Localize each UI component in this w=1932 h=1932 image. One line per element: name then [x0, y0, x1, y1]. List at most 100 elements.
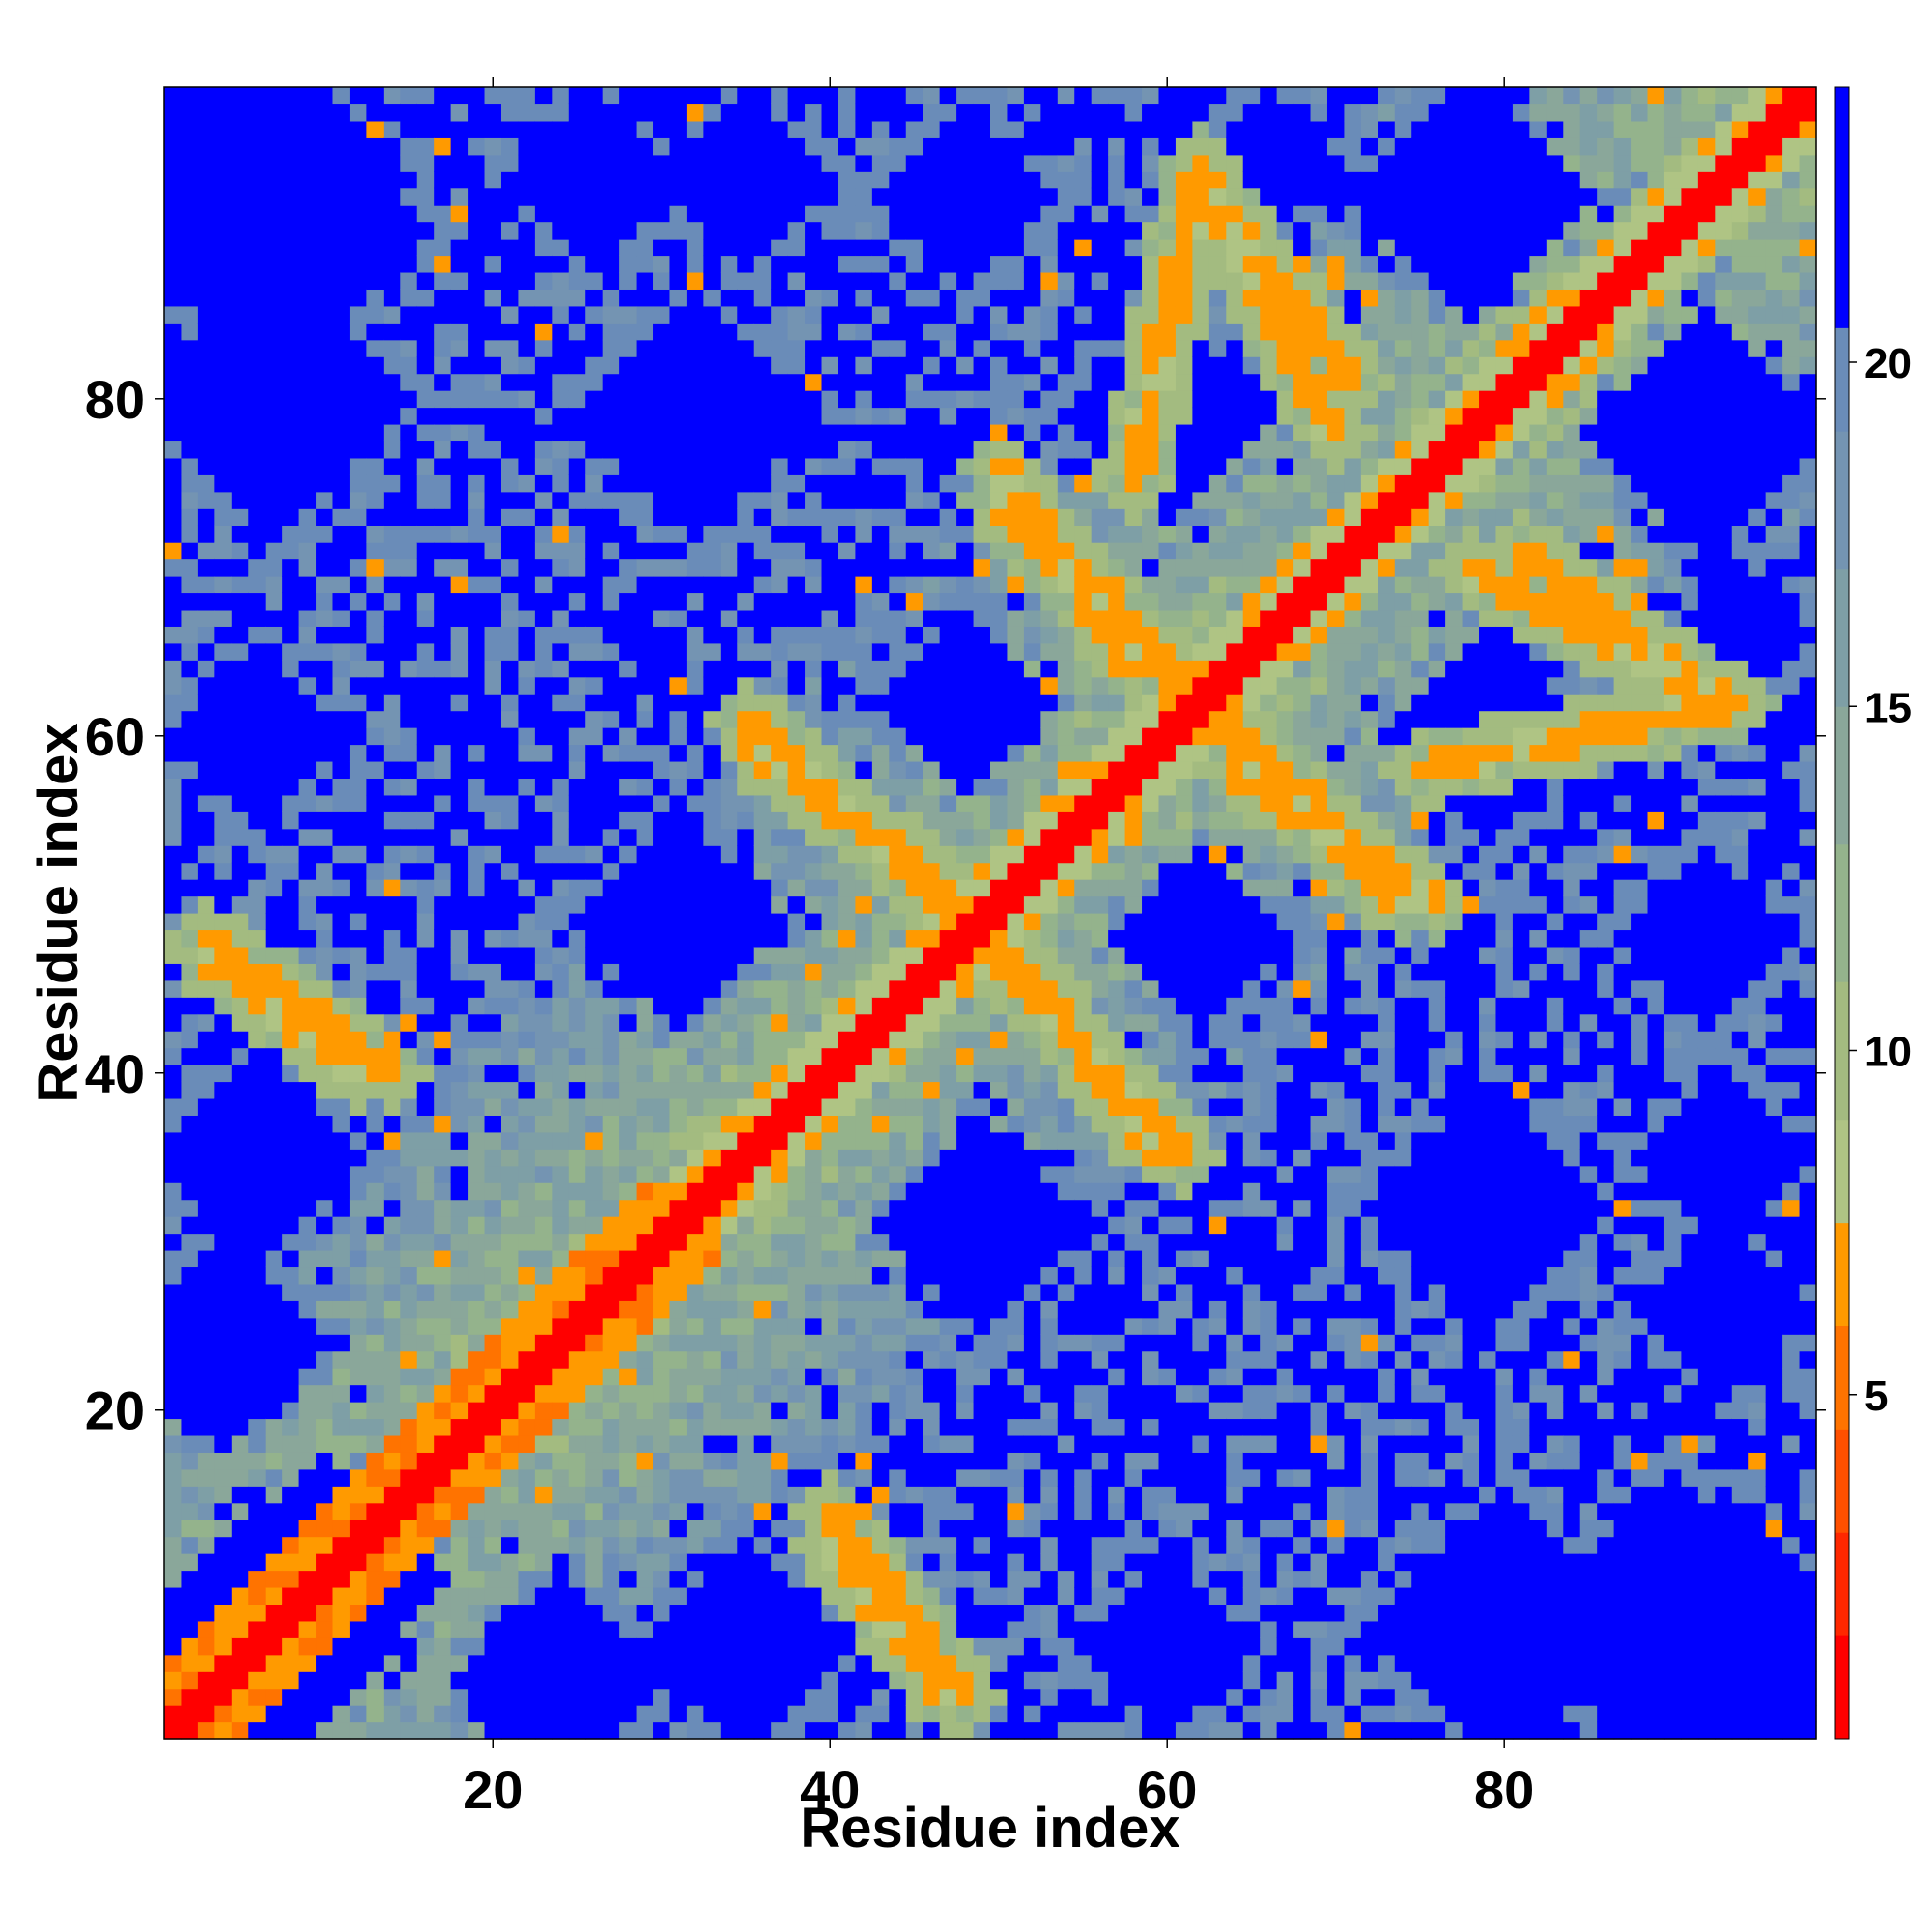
heatmap-cell [332, 542, 350, 559]
heatmap-cell [552, 1604, 569, 1621]
heatmap-cell [805, 643, 822, 661]
heatmap-cell [653, 374, 670, 391]
heatmap-cell [214, 626, 232, 643]
heatmap-cell [451, 1604, 469, 1621]
heatmap-cell [956, 1571, 974, 1588]
heatmap-cell [485, 778, 502, 795]
heatmap-cell [266, 677, 283, 695]
heatmap-cell [198, 424, 215, 441]
heatmap-cell [754, 306, 772, 324]
heatmap-cell [451, 694, 469, 711]
heatmap-cell [653, 103, 670, 121]
heatmap-cell [501, 1250, 519, 1267]
heatmap-cell [906, 103, 923, 121]
heatmap-cell [198, 845, 215, 863]
heatmap-cell [906, 727, 923, 745]
heatmap-cell [332, 1671, 350, 1689]
heatmap-cell [518, 1234, 535, 1251]
heatmap-cell [872, 795, 890, 812]
heatmap-cell [603, 87, 620, 104]
heatmap-cell [198, 356, 215, 374]
heatmap-cell [822, 374, 839, 391]
heatmap-cell [669, 1587, 687, 1605]
heatmap-cell [232, 1300, 249, 1318]
heatmap-cell [232, 643, 249, 661]
heatmap-cell [518, 727, 535, 745]
heatmap-cell [619, 643, 637, 661]
heatmap-cell [669, 929, 687, 947]
heatmap-cell [855, 340, 872, 357]
heatmap-cell [518, 306, 535, 324]
heatmap-cell [266, 643, 283, 661]
heatmap-cell [687, 1469, 704, 1487]
heatmap-cell [181, 1182, 198, 1200]
heatmap-cell [603, 121, 620, 138]
heatmap-cell [198, 222, 215, 240]
heatmap-cell [855, 997, 872, 1014]
heatmap-cell [434, 306, 451, 324]
heatmap-cell [332, 1469, 350, 1487]
heatmap-cell [266, 1553, 283, 1571]
heatmap-cell [990, 508, 1008, 526]
heatmap-cell [535, 811, 553, 829]
heatmap-cell [788, 745, 806, 762]
heatmap-cell [518, 1098, 535, 1116]
heatmap-cell [603, 1200, 620, 1217]
heatmap-cell [990, 845, 1008, 863]
heatmap-cell [1007, 1486, 1024, 1503]
heatmap-cell [248, 155, 266, 172]
heatmap-cell [585, 239, 603, 256]
heatmap-cell [248, 1200, 266, 1217]
heatmap-cell [299, 205, 317, 222]
heatmap-cell [737, 863, 754, 880]
heatmap-cell [299, 592, 317, 610]
heatmap-cell [940, 913, 957, 930]
heatmap-cell [535, 424, 553, 441]
heatmap-cell [855, 188, 872, 206]
heatmap-cell [248, 306, 266, 324]
heatmap-cell [248, 323, 266, 340]
heatmap-cell [603, 1300, 620, 1318]
heatmap-cell [754, 1486, 772, 1503]
heatmap-cell [366, 1351, 384, 1369]
heatmap-cell [669, 592, 687, 610]
heatmap-cell [721, 863, 738, 880]
heatmap-cell [687, 643, 704, 661]
heatmap-cell [721, 424, 738, 441]
heatmap-cell [434, 1182, 451, 1200]
heatmap-cell [518, 440, 535, 458]
heatmap-cell [889, 1031, 906, 1048]
heatmap-cell [198, 947, 215, 964]
heatmap-cell [248, 1334, 266, 1351]
heatmap-cell [299, 155, 317, 172]
heatmap-cell [990, 1216, 1008, 1234]
heatmap-cell [872, 526, 890, 543]
heatmap-cell [164, 727, 182, 745]
heatmap-cell [366, 811, 384, 829]
heatmap-cell [721, 1368, 738, 1385]
heatmap-cell [906, 205, 923, 222]
heatmap-cell [350, 424, 367, 441]
heatmap-cell [956, 1351, 974, 1369]
heatmap-cell [889, 1065, 906, 1082]
heatmap-cell [501, 761, 519, 779]
heatmap-cell [585, 1637, 603, 1655]
heatmap-cell [1007, 829, 1024, 846]
heatmap-cell [906, 171, 923, 188]
heatmap-cell [805, 1418, 822, 1435]
heatmap-cell [214, 1553, 232, 1571]
heatmap-cell [754, 1452, 772, 1469]
heatmap-cell [974, 1553, 991, 1571]
heatmap-cell [653, 440, 670, 458]
heatmap-cell [535, 1266, 553, 1284]
heatmap-cell [434, 929, 451, 947]
heatmap-cell [940, 440, 957, 458]
heatmap-cell [316, 711, 333, 728]
heatmap-cell [232, 1081, 249, 1098]
heatmap-cell [181, 255, 198, 272]
heatmap-cell [282, 1166, 299, 1183]
heatmap-cell [754, 896, 772, 914]
heatmap-cell [637, 1014, 654, 1032]
heatmap-cell [214, 677, 232, 695]
heatmap-cell [468, 323, 485, 340]
